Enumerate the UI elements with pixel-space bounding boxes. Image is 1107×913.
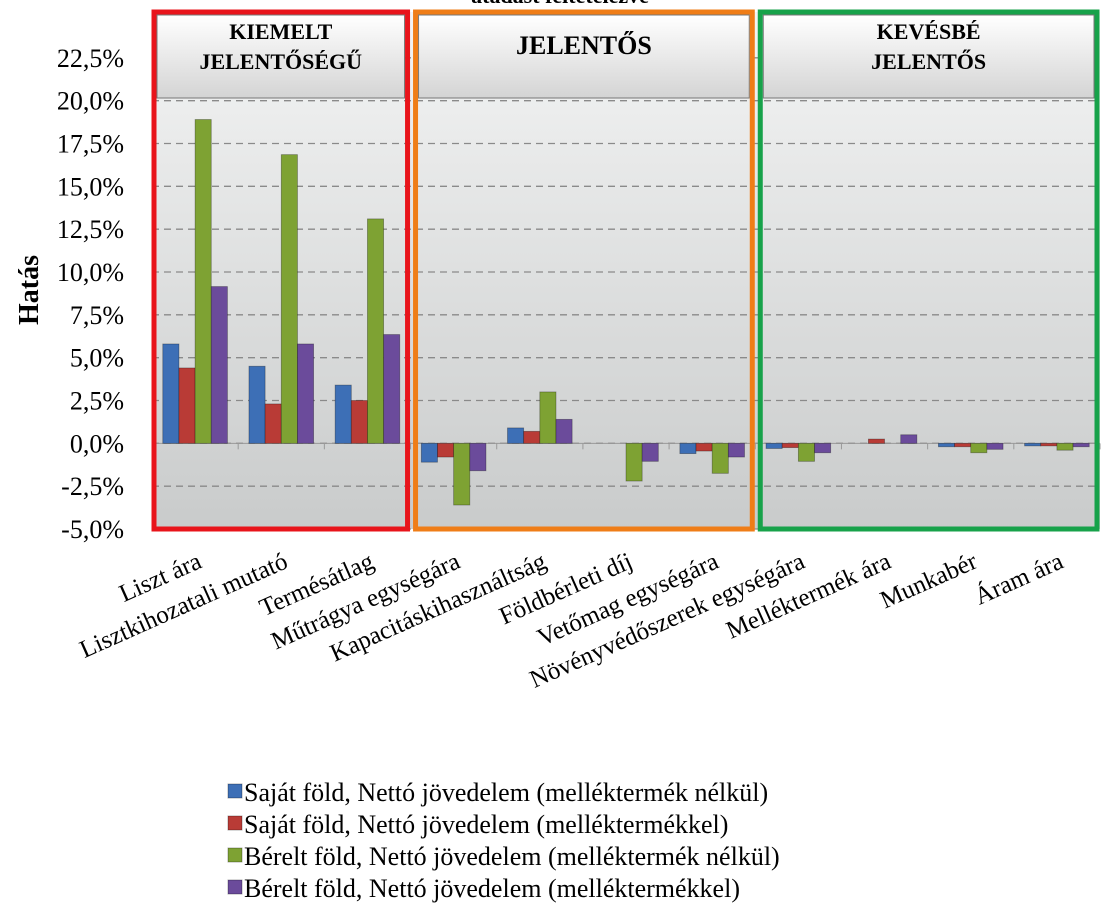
legend-swatch (227, 783, 243, 799)
group-header (762, 14, 1095, 99)
x-tick-label: Áram ára (970, 547, 1067, 611)
group-label: KIEMELT (229, 19, 332, 44)
bar (555, 418, 573, 444)
bar (383, 334, 401, 444)
bar (437, 442, 455, 458)
bar (867, 438, 885, 444)
bar (264, 403, 282, 444)
y-tick-label: 0,0% (70, 429, 124, 458)
bar (765, 442, 783, 449)
bar (210, 286, 228, 444)
bar (507, 427, 525, 444)
bar (178, 367, 196, 444)
bar (970, 442, 988, 454)
y-tick-label: 2,5% (70, 387, 124, 416)
legend-swatch (227, 847, 243, 863)
group-frame (757, 9, 1100, 532)
y-tick-label: 10,0% (57, 258, 124, 287)
y-tick-label: 15,0% (57, 172, 124, 201)
bar (297, 343, 314, 444)
y-tick-label: 17,5% (57, 130, 124, 159)
group-header (156, 14, 406, 99)
bar (248, 365, 266, 444)
y-tick-label: 5,0% (70, 344, 124, 373)
bar (1040, 442, 1058, 447)
bar (679, 442, 697, 455)
bar (453, 442, 471, 506)
bar (954, 442, 972, 448)
group-frame (413, 9, 755, 532)
bar (469, 442, 487, 472)
legend-swatch (227, 879, 243, 895)
legend-label: Saját föld, Nettó jövedelem (melléktermé… (244, 810, 728, 839)
bar (420, 442, 438, 463)
y-tick-label: 20,0% (57, 87, 124, 116)
legend-label: Bérelt föld, Nettó jövedelem (mellékterm… (244, 874, 740, 903)
bar (1056, 442, 1074, 451)
y-tick-label: 22,5% (57, 44, 124, 73)
y-tick-label: -5,0% (61, 515, 124, 544)
group-header (418, 14, 750, 99)
group-label: KEVÉSBÉ (877, 19, 981, 44)
bar (367, 218, 385, 444)
bar (797, 442, 815, 462)
bar (1072, 442, 1090, 448)
bar (986, 442, 1004, 450)
bar (280, 154, 298, 444)
bar (625, 442, 643, 482)
group-label: JELENTŐS (871, 49, 986, 74)
bar (781, 442, 799, 449)
y-axis-label: Hatás (14, 255, 45, 325)
legend-label: Bérelt föld, Nettó jövedelem (mellékterm… (244, 842, 780, 871)
bar (350, 400, 368, 444)
y-tick-label: 7,5% (70, 301, 124, 330)
chart-title: átadást feltételezve (471, 0, 649, 8)
bar (727, 442, 745, 458)
bar (334, 384, 352, 444)
legend-swatch (227, 815, 243, 831)
group-frame (151, 9, 411, 532)
bar (938, 442, 955, 448)
bar (1024, 442, 1042, 447)
bar (162, 343, 180, 444)
group-label: JELENTŐSÉGŰ (199, 49, 362, 74)
bar (523, 430, 541, 444)
bar (814, 442, 832, 454)
bar (539, 391, 557, 444)
bar (900, 434, 918, 444)
x-tick-label: Munkabér (876, 548, 981, 615)
bar (194, 119, 212, 444)
y-tick-label: 12,5% (57, 215, 124, 244)
group-label: JELENTŐS (516, 31, 652, 60)
bar (695, 442, 713, 452)
legend-label: Saját föld, Nettó jövedelem (melléktermé… (244, 778, 768, 807)
bar (641, 442, 659, 462)
bar (711, 442, 729, 474)
y-tick-label: -2,5% (61, 472, 124, 501)
